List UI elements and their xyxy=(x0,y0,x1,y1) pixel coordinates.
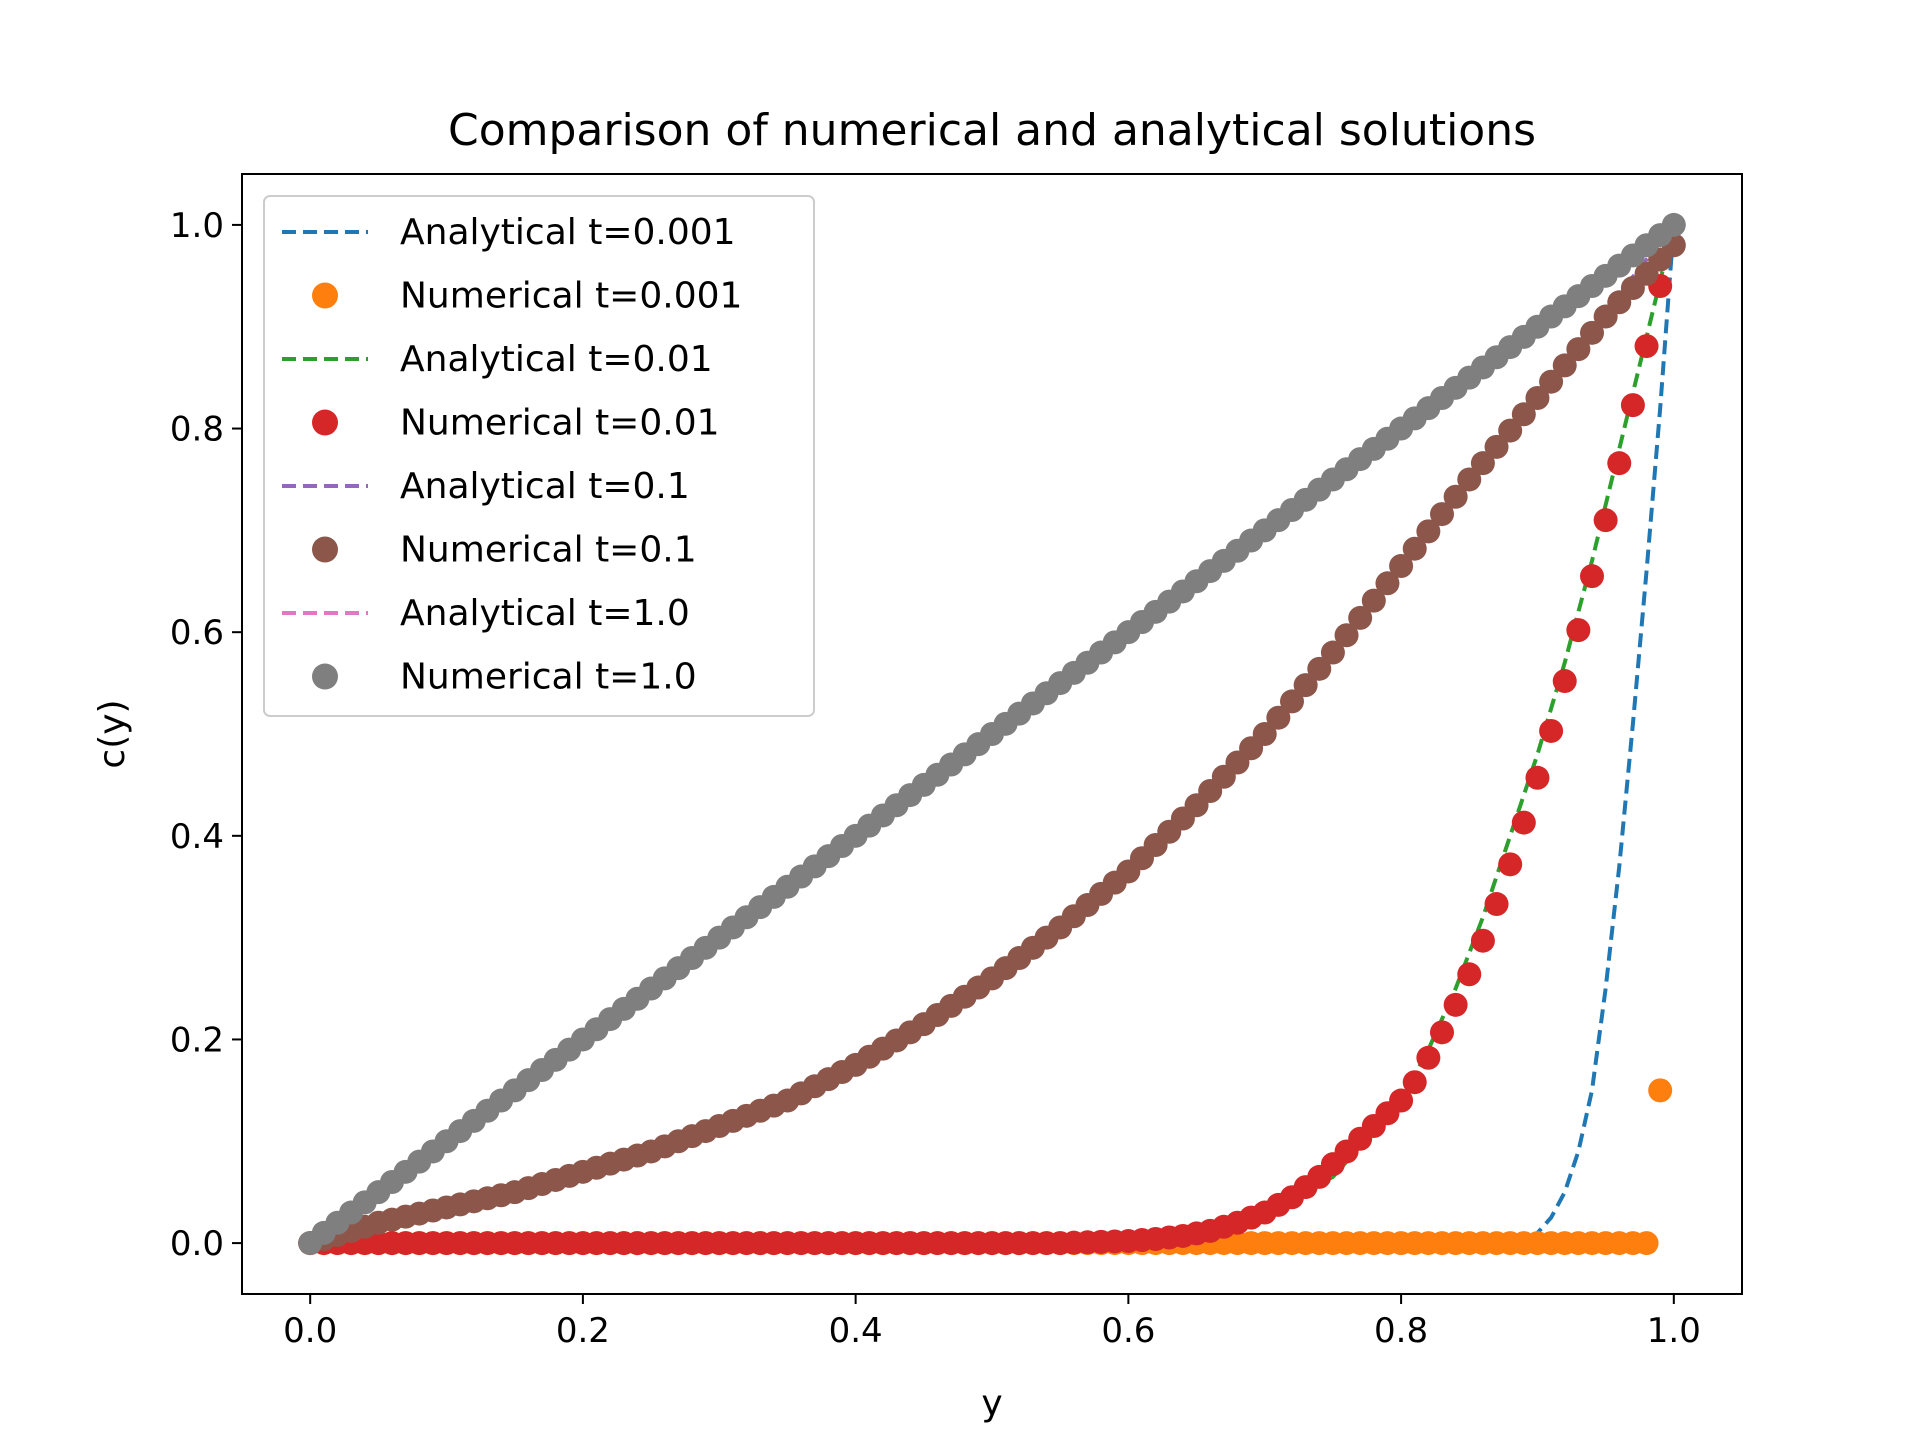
numerical-t-0-1-point xyxy=(1375,571,1400,596)
numerical-t-0-1-point xyxy=(1266,705,1291,730)
x-tick-label: 0.2 xyxy=(556,1311,610,1351)
numerical-t-0-01-point xyxy=(1402,1070,1427,1095)
numerical-t-0-01-point xyxy=(1389,1088,1414,1113)
legend-label-numerical-t-0-01: Numerical t=0.01 xyxy=(400,403,720,444)
numerical-t-1-0-points xyxy=(298,212,1686,1256)
x-axis-ticks: 0.0 0.2 0.4 0.6 0.8 1.0 xyxy=(283,1294,1701,1351)
numerical-t-0-1-point xyxy=(1252,722,1277,746)
numerical-t-0-1-point xyxy=(1525,386,1550,410)
x-tick-label: 1.0 xyxy=(1647,1311,1701,1351)
y-tick-label: 0.6 xyxy=(170,613,224,653)
legend: Analytical t=0.001 Numerical t=0.001 Analy… xyxy=(263,195,815,717)
numerical-t-0-1-point xyxy=(1443,484,1468,509)
numerical-t-0-1-point xyxy=(1430,502,1454,527)
numerical-t-0-1-point xyxy=(1566,337,1591,362)
x-tick-label: 0.6 xyxy=(1101,1311,1155,1351)
numerical-t-0-01-point xyxy=(1634,334,1659,359)
numerical-t-0-01-point xyxy=(1470,928,1495,953)
numerical-t-0-1-point xyxy=(1280,689,1304,714)
x-tick-label: 0.0 xyxy=(283,1311,337,1351)
legend-label-numerical-t-0-001: Numerical t=0.001 xyxy=(400,276,742,317)
x-tick-label: 0.4 xyxy=(829,1311,883,1351)
numerical-t-0-1-point xyxy=(1470,451,1495,476)
numerical-t-0-01-point xyxy=(1566,618,1591,643)
numerical-t-0-1-point xyxy=(1457,467,1482,492)
numerical-t-0-1-point xyxy=(1580,320,1604,345)
numerical-t-0-1-point xyxy=(1552,353,1577,378)
legend-box xyxy=(263,195,815,717)
numerical-t-1-0-point xyxy=(1661,212,1686,237)
numerical-t-0-01-point xyxy=(1607,451,1632,476)
numerical-t-0-1-point xyxy=(1498,418,1523,443)
numerical-t-0-01-point xyxy=(1443,992,1468,1017)
analytical-t-0-01-line xyxy=(310,224,1676,1246)
plot-area xyxy=(298,212,1686,1256)
x-axis-label: y xyxy=(981,1383,1002,1424)
legend-swatch-numerical-t-0-1 xyxy=(312,536,338,563)
legend-label-analytical-t-0-1: Analytical t=0.1 xyxy=(400,466,690,507)
numerical-t-0-1-point xyxy=(1389,554,1414,578)
legend-label-analytical-t-0-01: Analytical t=0.01 xyxy=(400,339,713,380)
numerical-t-0-01-point xyxy=(1498,852,1523,877)
numerical-t-0-01-point xyxy=(1484,892,1509,917)
numerical-t-0-01-point xyxy=(1539,718,1564,743)
legend-label-numerical-t-0-1: Numerical t=0.1 xyxy=(400,530,697,571)
y-tick-label: 0.2 xyxy=(170,1020,224,1060)
axes-frame xyxy=(241,173,1743,1295)
numerical-t-0-01-point xyxy=(1416,1045,1441,1070)
numerical-t-0-01-point xyxy=(1580,564,1604,589)
numerical-t-0-01-point xyxy=(1552,669,1577,694)
numerical-t-0-1-point xyxy=(1539,369,1564,394)
numerical-t-0-1-point xyxy=(1334,623,1359,648)
legend-label-analytical-t-0-001: Analytical t=0.001 xyxy=(400,212,736,253)
numerical-t-0-001-point xyxy=(1634,1231,1659,1256)
numerical-t-0-1-point xyxy=(1293,673,1318,698)
numerical-t-0-1-point xyxy=(1361,588,1386,613)
numerical-t-0-01-point xyxy=(1525,765,1550,790)
numerical-t-0-001-point xyxy=(1648,1078,1673,1103)
legend-label-numerical-t-1-0: Numerical t=1.0 xyxy=(400,657,697,698)
y-tick-label: 0.4 xyxy=(170,817,224,857)
numerical-t-0-01-point xyxy=(1593,508,1618,533)
legend-swatch-numerical-t-1-0 xyxy=(312,663,338,690)
numerical-t-0-01-point xyxy=(1430,1020,1454,1045)
y-tick-label: 0.0 xyxy=(170,1224,224,1264)
numerical-t-0-1-point xyxy=(1484,434,1509,459)
numerical-t-0-1-point xyxy=(1416,519,1441,544)
x-tick-label: 0.8 xyxy=(1374,1311,1428,1351)
y-tick-label: 0.8 xyxy=(170,410,224,450)
y-tick-label: 1.0 xyxy=(170,206,224,246)
y-axis-label: c(y) xyxy=(92,699,133,768)
legend-swatch-numerical-t-0-01 xyxy=(312,409,338,436)
numerical-t-0-1-point xyxy=(1320,640,1345,665)
y-axis-ticks: 0.0 0.2 0.4 0.6 0.8 1.0 xyxy=(170,206,242,1264)
chart-title: Comparison of numerical and analytical s… xyxy=(448,105,1536,156)
numerical-t-0-1-point xyxy=(1402,536,1427,561)
numerical-t-0-01-point xyxy=(1620,393,1645,418)
legend-label-analytical-t-1-0: Analytical t=1.0 xyxy=(400,593,690,634)
legend-swatch-numerical-t-0-001 xyxy=(312,282,338,309)
numerical-t-0-1-point xyxy=(1511,402,1536,427)
numerical-t-0-1-point xyxy=(1348,605,1373,630)
numerical-t-0-01-point xyxy=(1457,962,1482,987)
numerical-t-0-01-point xyxy=(1511,810,1536,835)
numerical-t-0-1-point xyxy=(1307,656,1332,681)
